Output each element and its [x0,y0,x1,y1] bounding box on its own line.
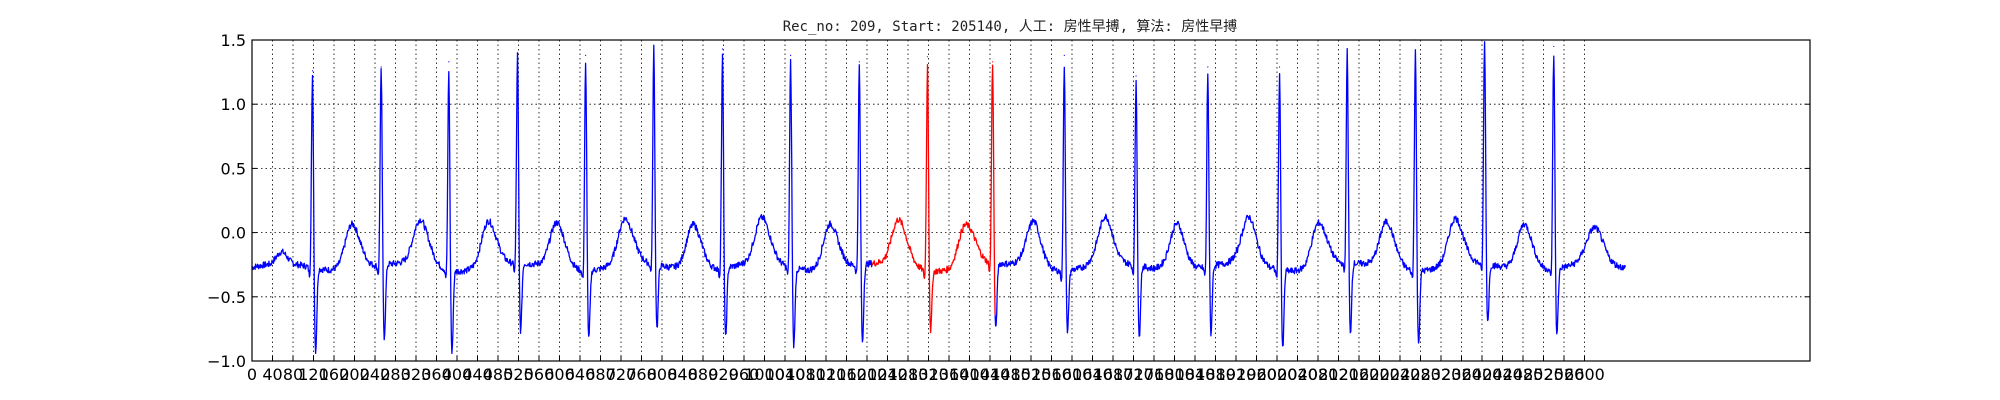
r-peak-point [653,44,655,46]
ecg-trace-normal [251,45,873,355]
x-tick-label: 320 [401,365,432,384]
x-tick-label: 2400 [1462,365,1503,384]
r-peak-point [1135,75,1137,77]
y-tick-label: −0.5 [207,288,246,307]
x-tick-label: 1800 [1154,365,1195,384]
x-tick-label: 1760 [1134,365,1175,384]
x-tick-label: 240 [360,365,391,384]
x-tick-label: 440 [462,365,493,384]
x-tick-label: 200 [339,365,370,384]
x-tick-label: 2160 [1339,365,1380,384]
x-tick-label: 1640 [1072,365,1113,384]
x-tick-label: 760 [626,365,657,384]
r-peak-point [926,56,929,58]
x-tick-label: 2120 [1318,365,1359,384]
x-tick-label: 2240 [1380,365,1421,384]
x-tick-label: 1200 [847,365,888,384]
r-peak-point [448,61,450,63]
x-tick-label: 1320 [908,365,949,384]
x-tick-label: 160 [319,365,350,384]
x-axis: 0 40 8012016020024028032036040044048052056… [247,356,1605,384]
x-tick-label: 400 [442,365,473,384]
x-tick-label: 800 [647,365,678,384]
x-tick-label: 360 [421,365,452,384]
x-tick-label: 2440 [1482,365,1523,384]
x-tick-label: 2360 [1441,365,1482,384]
r-peak-point [858,61,860,63]
x-tick-label: 1840 [1175,365,1216,384]
ecg-trace-highlight [871,63,996,334]
x-tick-label: 120 [298,365,329,384]
y-tick-label: 0.5 [221,159,246,178]
x-tick-label: 1160 [826,365,867,384]
x-tick-label: 1120 [806,365,847,384]
x-tick-label: 1520 [1011,365,1052,384]
y-tick-label: 0.0 [221,224,246,243]
r-peak-point [585,54,587,57]
grid [251,40,1810,361]
x-tick-label: 2080 [1298,365,1339,384]
x-tick-label: 2480 [1503,365,1544,384]
chart-title: Rec_no: 209, Start: 205140, 人工: 房性早搏, 算法… [783,18,1238,35]
x-tick-label: 520 [503,365,534,384]
x-tick-label: 960 [729,365,760,384]
y-tick-label: −1.0 [207,352,246,371]
x-tick-label: 1920 [1216,365,1257,384]
r-peak-point [380,66,382,68]
x-tick-label: 1280 [888,365,929,384]
x-tick-label: 640 [565,365,596,384]
r-peak-point [1063,54,1065,57]
x-tick-label: 1400 [949,365,990,384]
x-tick-label: 1960 [1236,365,1277,384]
x-tick-label: 2040 [1277,365,1318,384]
x-tick-label: 80 [283,365,303,384]
x-tick-label: 1040 [765,365,806,384]
r-peak-point [790,54,792,57]
ecg-signal [251,39,1627,355]
x-tick-label: 1600 [1052,365,1093,384]
x-tick-label: 880 [688,365,719,384]
x-tick-label: 2280 [1400,365,1441,384]
y-axis: −1.0 −0.5 0.0 0.5 1.0 1.5 [207,31,1810,371]
r-peak-point [516,52,519,54]
x-tick-label: 2520 [1523,365,1564,384]
r-peak-point [1278,66,1281,68]
r-peak-point [311,70,314,72]
plot-frame [251,39,1811,362]
x-tick-label: 2320 [1421,365,1462,384]
y-tick-label: 1.0 [221,95,246,114]
x-tick-label: 1240 [867,365,908,384]
r-peak-point [1207,66,1209,68]
x-tick-label: 2200 [1359,365,1400,384]
x-tick-label: 680 [585,365,616,384]
x-tick-label: 840 [667,365,698,384]
x-tick-label: 1720 [1113,365,1154,384]
x-tick-label: 720 [606,365,637,384]
x-tick-label: 1360 [929,365,970,384]
x-tick-label: 1680 [1093,365,1134,384]
x-tick-label: 920 [708,365,739,384]
y-tick-label: 1.5 [221,31,246,50]
r-peak-point [721,48,724,50]
x-tick-label: 40 [262,365,282,384]
x-tick-label: 2600 [1564,365,1605,384]
x-tick-label: 1000 [744,365,785,384]
r-peak-point [991,61,994,63]
x-tick-label: 2000 [1257,365,1298,384]
x-tick-label: 1440 [970,365,1011,384]
x-tick-label: 480 [483,365,514,384]
x-tick-label: 600 [544,365,575,384]
x-tick-label: 1560 [1031,365,1072,384]
ecg-trace-normal [994,41,1627,347]
x-tick-label: 1880 [1195,365,1236,384]
x-tick-label: 280 [380,365,411,384]
x-tick-label: 1480 [990,365,1031,384]
x-tick-label: 2560 [1544,365,1585,384]
r-peak-point [1553,45,1555,48]
r-peak-point [1346,48,1348,50]
x-tick-label: 560 [524,365,555,384]
x-tick-label: 0 [247,365,257,384]
x-tick-label: 1080 [785,365,826,384]
